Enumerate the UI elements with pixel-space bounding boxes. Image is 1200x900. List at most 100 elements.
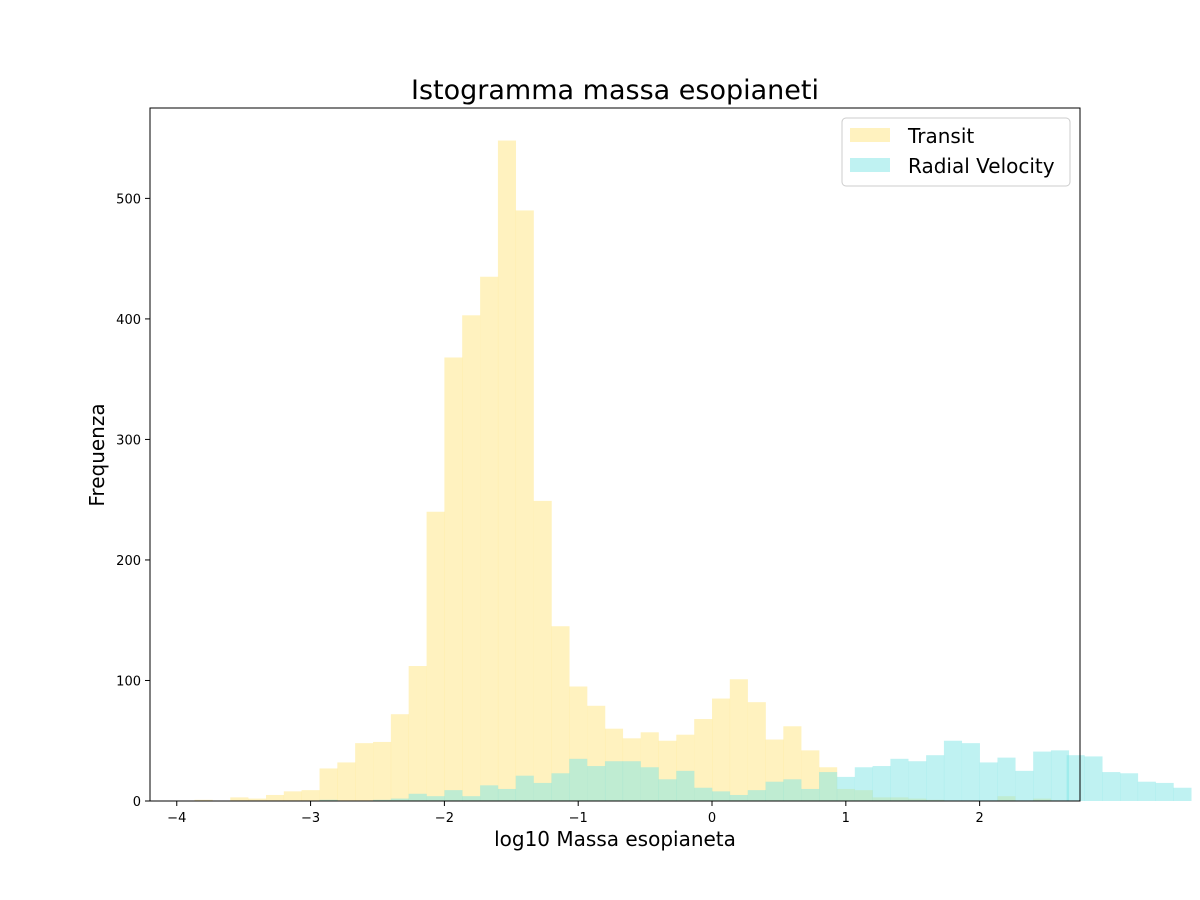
series-radial-velocity: [319, 740, 1192, 801]
histogram-bar: [373, 741, 392, 801]
histogram-bar: [1015, 770, 1034, 801]
plot-area: [194, 140, 1192, 801]
histogram-bar: [426, 796, 445, 801]
histogram-bar: [712, 791, 731, 801]
histogram-bar: [765, 781, 784, 801]
histogram-bar: [390, 798, 409, 801]
histogram-bar: [801, 788, 820, 801]
histogram-bar: [319, 799, 338, 801]
y-tick-label: 500: [116, 192, 141, 207]
y-tick-label: 300: [116, 433, 141, 448]
legend-label-transit: Transit: [907, 124, 974, 148]
histogram-bar: [1066, 755, 1085, 801]
histogram-bar: [1050, 750, 1070, 801]
histogram-bar: [783, 779, 802, 801]
histogram-bar: [497, 788, 517, 801]
legend-swatch-transit: [850, 128, 890, 142]
y-axis-ticks: 0 100 200 300 400 500: [116, 192, 150, 810]
histogram-bar: [515, 210, 534, 801]
y-tick-label: 100: [116, 674, 141, 689]
legend-label-radial-velocity: Radial Velocity: [908, 154, 1055, 178]
histogram-bar: [1102, 772, 1121, 801]
legend: Transit Radial Velocity: [841, 117, 1071, 187]
histogram-bar: [301, 790, 320, 801]
histogram-bar: [194, 799, 213, 801]
histogram-bar: [872, 766, 891, 801]
histogram-bar: [515, 775, 534, 801]
y-tick-label: 200: [116, 554, 141, 569]
histogram-bar: [230, 797, 249, 801]
histogram-bar: [801, 750, 820, 801]
histogram-bar: [926, 755, 945, 801]
histogram-bar: [854, 767, 873, 801]
x-tick-label: 0: [708, 811, 716, 826]
histogram-bar: [319, 768, 338, 801]
x-tick-label: 1: [842, 811, 850, 826]
histogram-bar: [604, 761, 624, 801]
histogram-bar: [729, 794, 748, 801]
histogram-bar: [337, 762, 356, 801]
histogram-bar: [908, 761, 927, 801]
x-axis-label: log10 Massa esopianeta: [494, 827, 736, 851]
histogram-bar: [462, 315, 481, 801]
histogram-bar: [355, 743, 374, 801]
legend-box: [841, 117, 1071, 187]
histogram-bar: [444, 357, 463, 801]
histogram-bar: [426, 511, 445, 801]
legend-swatch-radial-velocity: [850, 158, 890, 172]
histogram-bar: [712, 698, 731, 801]
histogram-bar: [1120, 773, 1139, 801]
histogram-bar: [729, 679, 748, 801]
histogram-bar: [1173, 787, 1192, 801]
histogram-bar: [997, 757, 1016, 801]
histogram-bar: [390, 714, 409, 801]
histogram-bar: [694, 719, 713, 801]
histogram-bar: [622, 761, 641, 801]
histogram-bar: [640, 767, 659, 801]
histogram-bar: [658, 779, 677, 801]
histogram-bar: [551, 773, 570, 801]
histogram-bar: [569, 758, 588, 801]
histogram-bar: [961, 743, 980, 801]
histogram-bar: [890, 758, 909, 801]
histogram-bar: [444, 790, 463, 801]
histogram-bar: [943, 740, 963, 801]
y-tick-label: 0: [133, 795, 141, 810]
x-tick-label: −3: [301, 811, 320, 826]
y-tick-label: 400: [116, 313, 141, 328]
histogram-bar: [266, 794, 285, 801]
histogram-bar: [408, 793, 427, 801]
x-tick-label: −1: [569, 811, 588, 826]
x-tick-label: 2: [975, 811, 983, 826]
series-transit: [194, 140, 1052, 801]
axes-frame: [149, 107, 1081, 802]
y-axis-label: Frequenza: [85, 403, 109, 506]
histogram-bar: [533, 500, 552, 801]
histogram-bar: [1137, 781, 1156, 801]
histogram-bar: [979, 762, 998, 801]
histogram-bar: [248, 798, 267, 801]
chart-title: Istogramma massa esopianeti: [411, 75, 819, 106]
histogram-bar: [480, 276, 499, 801]
histogram-bar: [1084, 756, 1103, 801]
histogram-bar: [747, 790, 766, 801]
histogram-bar: [373, 799, 392, 801]
histogram-bar: [283, 791, 302, 801]
histogram-bar: [1033, 751, 1052, 801]
histogram-bar: [551, 626, 570, 801]
x-tick-label: −2: [435, 811, 454, 826]
histogram-bar: [1155, 782, 1174, 801]
histogram-bar: [462, 796, 481, 801]
x-axis-ticks: −4 −3 −2 −1 0 1 2: [167, 801, 984, 826]
x-tick-label: −4: [167, 811, 186, 826]
histogram-bar: [819, 772, 838, 801]
histogram-bar: [533, 782, 552, 801]
histogram-bar: [587, 766, 606, 801]
histogram-bar: [747, 702, 766, 801]
histogram-bar: [836, 776, 855, 801]
histogram-bar: [676, 770, 695, 801]
histogram-bar: [694, 787, 713, 801]
histogram-bar: [480, 785, 499, 801]
histogram-bar: [408, 666, 427, 801]
